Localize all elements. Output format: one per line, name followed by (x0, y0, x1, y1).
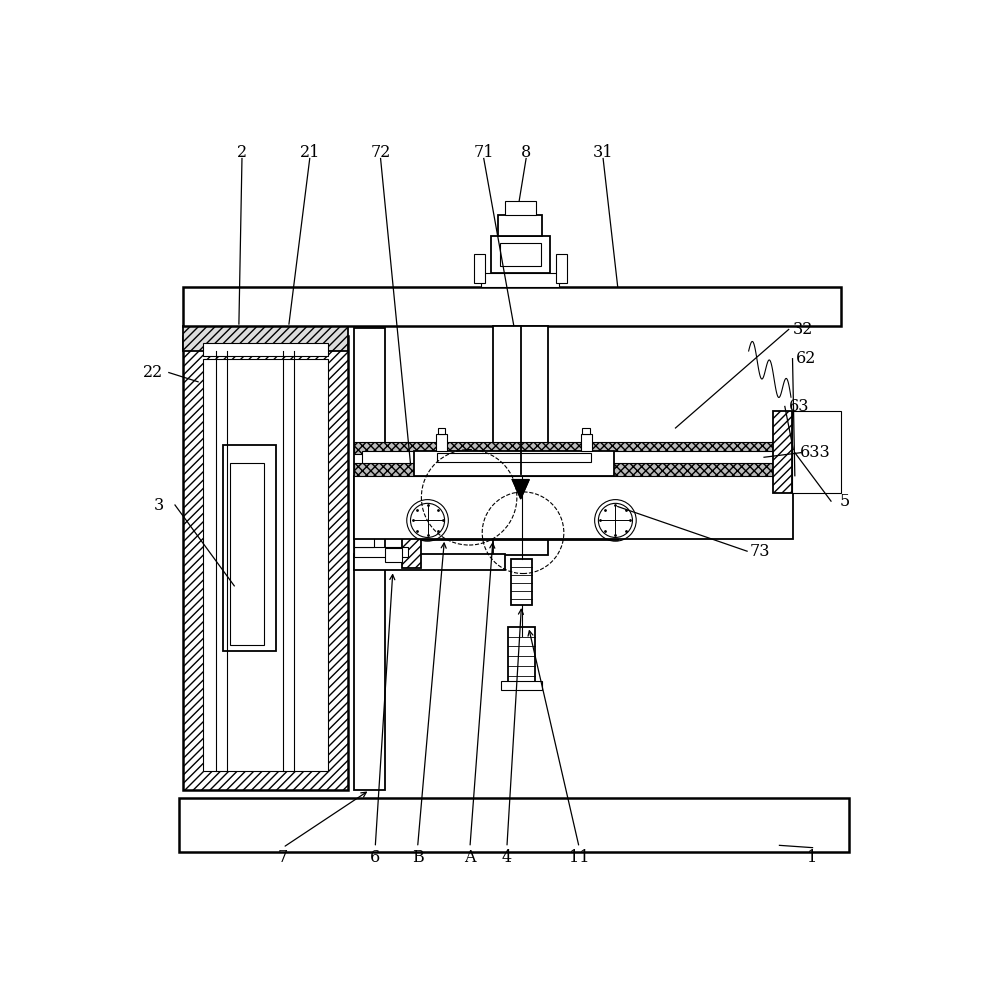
Text: 63: 63 (787, 398, 808, 415)
Bar (203, 343, 328, 356)
Text: 72: 72 (370, 144, 391, 161)
Bar (498, 215, 542, 236)
Bar (504, 201, 536, 215)
Bar (224, 445, 275, 651)
Text: B: B (412, 849, 423, 866)
Bar (414, 451, 613, 476)
Text: 62: 62 (795, 350, 816, 367)
Text: 5: 5 (839, 493, 849, 510)
Bar (581, 428, 589, 434)
Text: 21: 21 (299, 144, 320, 161)
Bar (354, 442, 792, 454)
Bar (436, 453, 590, 462)
Bar (402, 468, 421, 568)
Bar (437, 428, 444, 434)
Text: 71: 71 (473, 144, 493, 161)
Bar (508, 627, 534, 682)
Text: 6: 6 (370, 849, 380, 866)
Text: 633: 633 (799, 444, 830, 461)
Text: A: A (463, 849, 475, 866)
Bar (354, 554, 504, 570)
Bar (354, 463, 792, 476)
Bar (354, 537, 374, 547)
Bar (556, 254, 567, 283)
Bar (791, 411, 840, 493)
Bar (481, 273, 559, 287)
Bar (580, 434, 591, 451)
Bar (354, 547, 408, 557)
Bar (183, 287, 840, 326)
Polygon shape (512, 480, 529, 499)
Bar (183, 336, 348, 790)
Bar (435, 434, 446, 451)
Bar (354, 328, 385, 790)
Text: 22: 22 (143, 364, 163, 381)
Text: 73: 73 (749, 543, 769, 560)
Bar (230, 463, 263, 645)
Bar (499, 243, 540, 266)
Bar (410, 474, 617, 540)
Text: 31: 31 (592, 144, 612, 161)
Text: 1: 1 (806, 849, 817, 866)
Bar (203, 359, 328, 771)
Text: 7: 7 (277, 849, 287, 866)
Bar (183, 326, 348, 351)
Bar (179, 798, 848, 852)
Bar (492, 326, 548, 555)
Bar (771, 411, 791, 493)
Text: 3: 3 (153, 496, 164, 514)
Text: 11: 11 (569, 849, 588, 866)
Text: 4: 4 (501, 849, 511, 866)
Bar (385, 548, 402, 562)
Bar (511, 559, 532, 605)
Text: 32: 32 (791, 321, 812, 338)
Bar (473, 254, 484, 283)
Bar (490, 236, 550, 273)
Bar (362, 451, 785, 463)
Text: 8: 8 (521, 144, 531, 161)
Text: 2: 2 (237, 144, 247, 161)
Bar (500, 681, 542, 690)
Bar (354, 476, 792, 539)
